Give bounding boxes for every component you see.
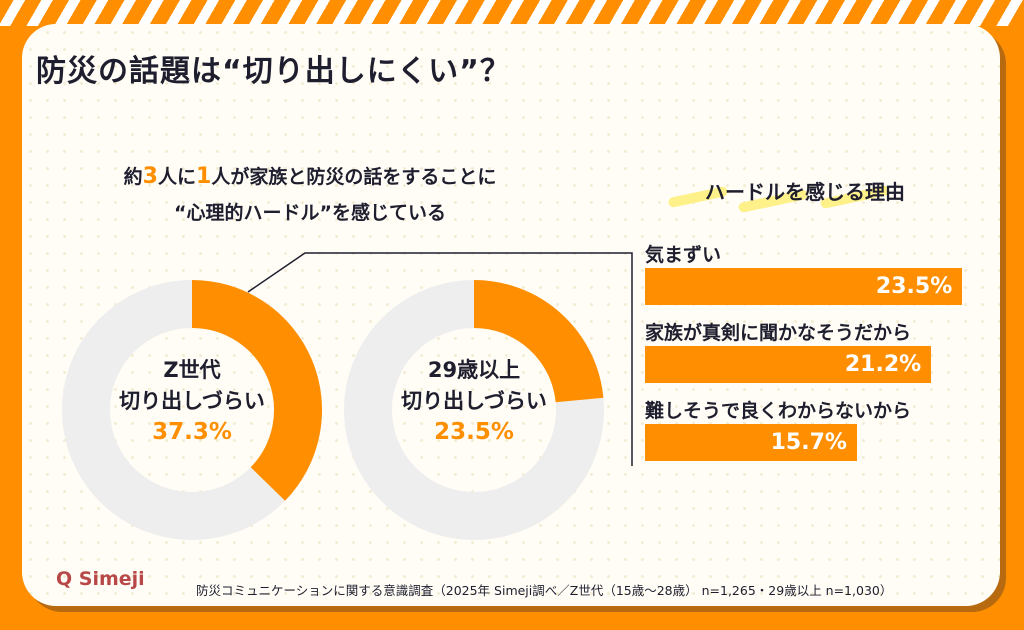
donut-label-genz: Z世代 切り出しづらい 37.3% (119, 358, 265, 445)
stripe-border (0, 0, 1024, 26)
donut-label-29plus: 29歳以上 切り出しづらい 23.5% (401, 358, 547, 445)
donut-slice (473, 280, 604, 404)
source-note: 防災コミュニケーションに関する意識調査（2025年 Simeji調べ／Z世代（1… (196, 583, 893, 598)
page-title: 防災の話題は“切り出しにくい”？ (36, 54, 511, 89)
simeji-logo: Q Simeji (56, 568, 145, 590)
reason-label: 気まずい (645, 244, 722, 266)
reason-label: 家族が真剣に聞かなそうだから (645, 322, 912, 344)
subtitle-line1: 約3人に1人が家族と防災の話をすることに (123, 164, 497, 189)
connector-line (247, 252, 633, 466)
reasons-heading: ハードルを感じる理由 (705, 180, 905, 204)
reason-bar: 23.5% (645, 268, 963, 305)
subtitle-line2: “心理的ハードル”を感じている (174, 202, 446, 224)
reason-bar: 21.2% (645, 346, 932, 383)
reason-label: 難しそうで良くわからないから (645, 400, 912, 422)
donut-slice (191, 280, 322, 501)
reason-bar: 15.7% (645, 424, 857, 461)
